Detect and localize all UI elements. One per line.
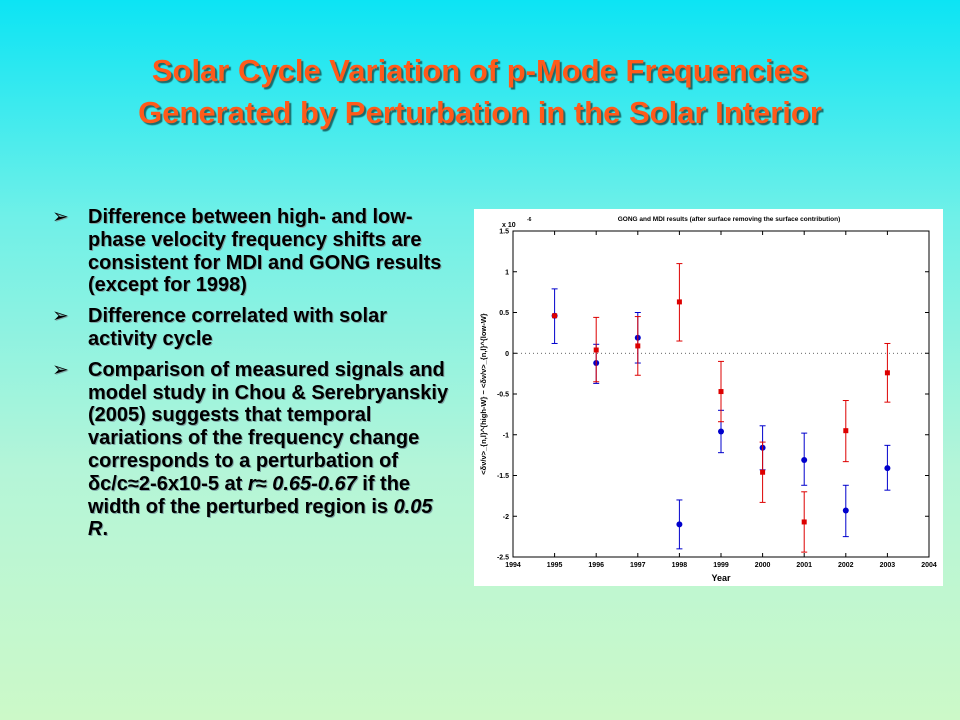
data-point-square <box>593 347 599 353</box>
bullet-item: ➢ Difference between high- and low-phase … <box>52 206 452 297</box>
data-point-circle <box>801 457 808 464</box>
bullet-item: ➢ Comparison of measured signals and mode… <box>52 359 452 541</box>
bullet-text: Difference between high- and low-phase v… <box>88 206 442 297</box>
data-point-square <box>552 313 558 319</box>
x-tick-label: 2000 <box>755 562 771 569</box>
x-tick-label: 1998 <box>672 562 688 569</box>
data-point-circle <box>676 521 683 528</box>
y-tick-label: 1 <box>505 269 509 276</box>
data-point-circle <box>842 507 849 514</box>
x-tick-label: 1997 <box>630 562 646 569</box>
frequency-shift-chart: 1994 1995 1996 1997 1998 1999 2000 2001 2002 2003… <box>479 216 937 583</box>
chart-title: GONG and MDI results (after surface remo… <box>618 216 840 223</box>
title-line-2: Generated by Perturbation in the Solar I… <box>138 95 822 130</box>
y-tick-label: -1.5 <box>497 473 509 480</box>
bullet-item: ➢ Difference correlated with solar activi… <box>52 305 452 351</box>
y-tick-label: -2 <box>503 514 509 521</box>
x-tick-label: 2004 <box>921 562 937 569</box>
data-point-square <box>676 299 682 305</box>
arrow-bullet-icon: ➢ <box>52 206 69 228</box>
bullet-text-suffix: . <box>102 518 109 541</box>
y-tick-label: 0.5 <box>499 310 509 317</box>
x-tick-label: 1994 <box>505 562 521 569</box>
x-tick-label: 2003 <box>880 562 896 569</box>
bullet-text-mid: if the width of the perturbed region is <box>88 472 411 518</box>
data-point-square <box>718 389 724 395</box>
slide-title: Solar Cycle Variation of p-Mode Frequenc… <box>40 50 920 134</box>
bullet-text: Difference correlated with solar activit… <box>88 305 387 350</box>
data-point-square <box>760 469 766 475</box>
x-tick-label: 2002 <box>838 562 854 569</box>
bullet-emphasis-radius: r≈ 0.65-0.67 <box>247 472 357 495</box>
x-tick-label: 1999 <box>713 562 729 569</box>
x-tick-label: 2001 <box>796 562 812 569</box>
x-tick-label: 1996 <box>588 562 604 569</box>
data-point-square <box>635 343 641 349</box>
chart-panel: 1994 1995 1996 1997 1998 1999 2000 2001 2002 2003… <box>474 209 943 586</box>
bullet-text: Comparison of measured signals and model… <box>88 358 449 495</box>
data-point-circle <box>884 465 891 472</box>
x-tick-label: 1995 <box>547 562 563 569</box>
arrow-bullet-icon: ➢ <box>52 305 69 328</box>
y-axis-label: <δν/ν>_{n,l}^{high-W} − <δν/ν>_{n,l}^{lo… <box>479 313 488 475</box>
data-point-square <box>843 428 849 434</box>
arrow-bullet-icon: ➢ <box>52 358 69 381</box>
y-tick-label: -2.5 <box>497 555 509 562</box>
data-point-square <box>801 519 807 525</box>
y-exponent-label: -6 <box>527 217 532 223</box>
y-tick-label: -0.5 <box>497 392 509 399</box>
data-point-square <box>884 370 890 376</box>
data-point-circle <box>718 428 724 435</box>
x-axis-label: Year <box>711 573 731 583</box>
bullet-emphasis-width: 0.05 R <box>88 495 433 541</box>
bullet-list: ➢ Difference between high- and low-phase … <box>52 206 452 549</box>
y-tick-label: -1 <box>503 432 509 439</box>
y-multiplier-label: x 10 <box>502 222 516 229</box>
title-line-1: Solar Cycle Variation of p-Mode Frequenc… <box>151 53 809 88</box>
y-tick-label: 1.5 <box>499 229 509 236</box>
y-tick-label: 0 <box>505 351 509 358</box>
